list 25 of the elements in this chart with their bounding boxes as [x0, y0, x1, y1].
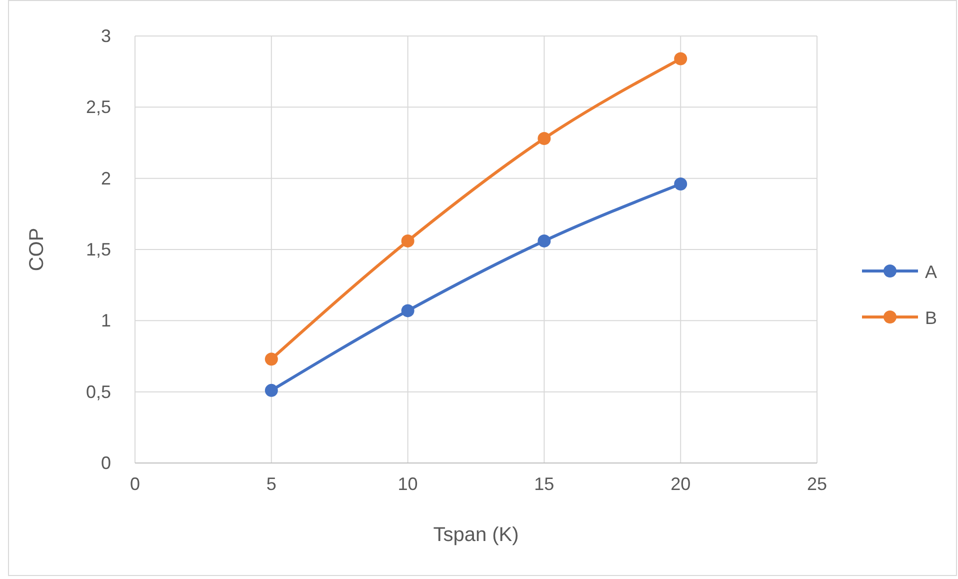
x-tick-label: 20 [670, 474, 691, 494]
point [264, 384, 278, 397]
y-tick-label: 1 [100, 310, 111, 331]
y-axis-title: COP [26, 228, 48, 272]
y-tick-label: 2 [100, 168, 111, 188]
legend-label: B [925, 308, 938, 328]
point [401, 234, 414, 248]
y-tick-label: 2,5 [86, 97, 111, 118]
point [264, 352, 278, 366]
y-tick-label: 0 [100, 453, 111, 473]
y-tick-label: 0,5 [86, 382, 111, 402]
point [401, 304, 414, 318]
x-axis-title: Tspan (K) [433, 524, 519, 546]
x-tick-label: 5 [266, 474, 276, 494]
y-tick-label: 3 [100, 26, 111, 46]
point [674, 52, 688, 66]
y-tick-label: 1,5 [86, 240, 111, 260]
point [538, 234, 551, 248]
x-tick-label: 0 [130, 474, 140, 494]
point [538, 132, 551, 145]
x-tick-label: 25 [806, 474, 828, 494]
x-tick-label: 15 [534, 474, 554, 494]
point [674, 178, 688, 191]
x-tick-label: 10 [398, 474, 418, 494]
legend-label: A [925, 262, 938, 282]
